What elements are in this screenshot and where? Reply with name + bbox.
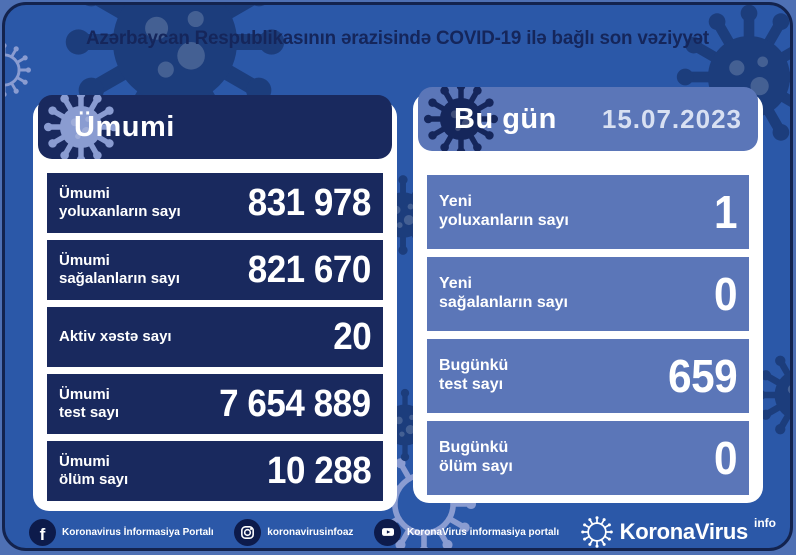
stat-label: Yeni yoluxanların sayı [439,193,569,229]
date-label: 15.07.2023 [601,103,742,134]
stat-row-active-cases: Aktiv xəstə sayı 20 [47,307,383,367]
facebook-link[interactable]: f Koronavirus İnformasiya Portalı [29,518,214,546]
totals-panel-title: Ümumi [74,110,175,143]
totals-rows: Ümumi yoluxanların sayı 831 978 Ümumi sağa… [47,173,383,501]
totals-panel: Ümumi Ümumi yoluxanların sayı 831 978 Ümu… [33,95,397,511]
stat-row-total-tests: Ümumi test sayı 7 654 889 [47,374,383,434]
instagram-label: koronavirusinfoaz [267,526,354,538]
facebook-icon: f [29,518,56,546]
stat-value: 20 [333,315,371,358]
stat-row-today-tests: Bugünkü test sayı 659 [427,339,749,413]
stat-value: 0 [713,432,738,484]
stat-row-today-deaths: Bugünkü ölüm sayı 0 [427,421,749,495]
stat-label: Ümumi sağalanların sayı [59,252,180,287]
stat-row-total-recovered: Ümumi sağalanların sayı 821 670 [47,240,383,300]
stat-row-total-infected: Ümumi yoluxanların sayı 831 978 [47,173,383,233]
brand-suffix: info [754,516,776,530]
youtube-label: KoronaVirus informasiya portalı [407,526,560,538]
stat-label: Bugünkü ölüm sayı [439,439,513,475]
stat-row-total-deaths: Ümumi ölüm sayı 10 288 [47,441,383,501]
instagram-icon [234,518,262,546]
page-title: Azərbaycan Respublikasının ərazisində CO… [86,28,709,49]
today-panel-title: Bu gün [454,102,557,135]
stat-value: 7 654 889 [219,382,372,425]
youtube-icon [374,518,402,546]
stat-label: Ümumi ölüm sayı [59,453,129,488]
brand-virus-icon [580,515,614,549]
today-panel: Bu gün 15.07.2023 Yeni yoluxanların sayı … [413,87,763,503]
stat-value: 10 288 [266,449,372,492]
brand-logo[interactable]: KoronaVirus info [580,515,776,549]
stat-row-new-recovered: Yeni sağalanların sayı 0 [427,257,749,331]
stat-label: Bugünkü test sayı [439,357,509,393]
stat-value: 821 670 [247,248,372,291]
instagram-link[interactable]: koronavirusinfoaz [234,518,354,546]
facebook-label: Koronavirus İnformasiya Portalı [62,526,214,538]
stat-label: Aktiv xəstə sayı [59,328,172,346]
brand-name: KoronaVirus [619,519,749,544]
stat-value: 831 978 [247,181,372,224]
today-panel-header: Bu gün 15.07.2023 [418,87,758,151]
totals-panel-header: Ümumi [38,95,392,159]
stat-value: 0 [713,268,738,320]
stat-label: Ümumi yoluxanların sayı [59,185,181,220]
stat-label: Yeni sağalanların sayı [439,275,568,311]
stat-label: Ümumi test sayı [59,386,120,421]
today-rows: Yeni yoluxanların sayı 1 Yeni sağalanların… [427,175,749,495]
stat-value: 1 [713,186,738,238]
footer: f Koronavirus İnformasiya Portalı korona… [29,514,776,550]
stat-row-new-infected: Yeni yoluxanların sayı 1 [427,175,749,249]
stat-value: 659 [667,350,738,402]
youtube-link[interactable]: KoronaVirus informasiya portalı [374,518,560,546]
